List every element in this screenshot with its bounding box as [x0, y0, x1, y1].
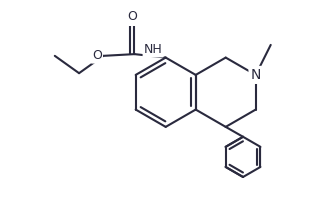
Text: O: O [92, 49, 102, 62]
Text: O: O [127, 10, 137, 23]
Text: NH: NH [144, 43, 163, 56]
Text: N: N [250, 68, 261, 82]
